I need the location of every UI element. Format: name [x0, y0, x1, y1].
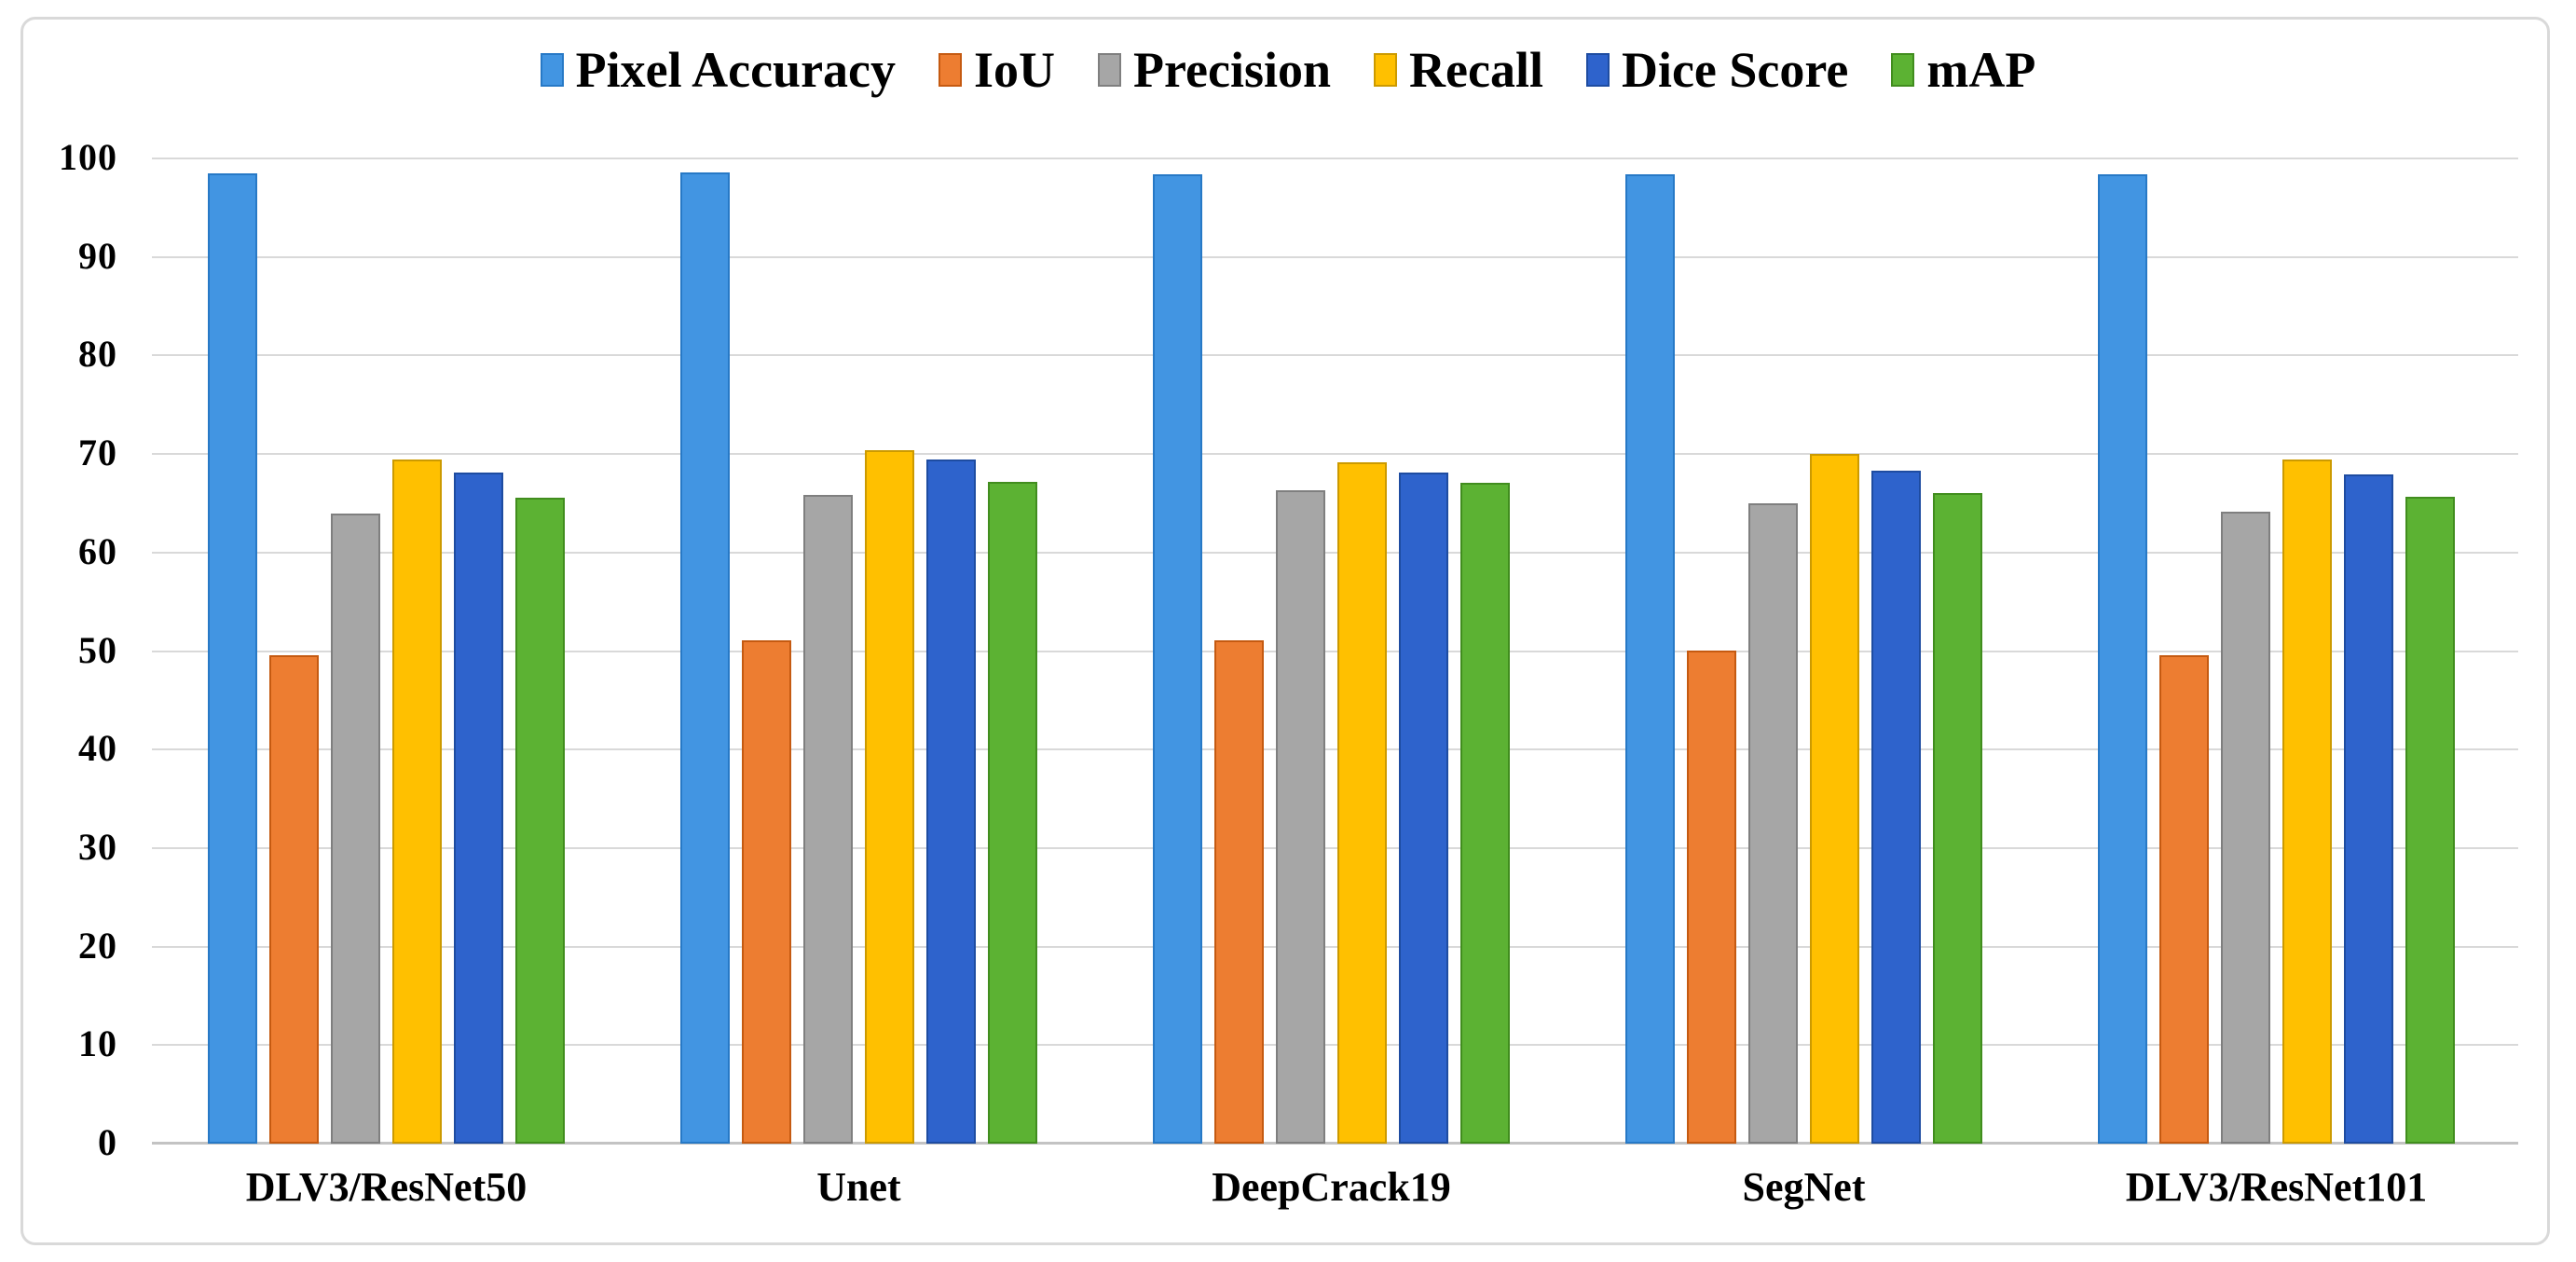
bar-segnet-iou	[1687, 651, 1736, 1144]
legend-label: IoU	[974, 42, 1056, 98]
y-tick-label-20: 20	[78, 925, 117, 967]
y-axis: 0 10 20 30 40 50 60 70 80 90 100	[24, 139, 117, 1161]
bar-dlv3-resnet50-iou	[269, 655, 319, 1144]
legend-item-iou: IoU	[939, 45, 1055, 95]
bar-group-dlv3-resnet50	[208, 173, 565, 1144]
chart-legend: Pixel Accuracy IoU Precision Recall Dice Sco…	[0, 39, 2576, 101]
bar-dlv3-resnet101-pixel-accuracy	[2098, 174, 2147, 1144]
bar-unet-precision	[803, 495, 853, 1144]
bar-unet-dice-score	[926, 460, 976, 1144]
bar-segnet-map	[1933, 493, 1982, 1144]
y-tick-label-90: 90	[78, 235, 117, 278]
y-tick-label-10: 10	[78, 1022, 117, 1065]
bar-dlv3-resnet50-dice-score	[454, 473, 503, 1144]
y-tick-label-50: 50	[78, 629, 117, 672]
bar-group-dlv3-resnet101	[2098, 174, 2455, 1144]
x-axis-line	[152, 1142, 2518, 1145]
bar-segnet-dice-score	[1871, 471, 1921, 1144]
bar-deepcrack19-dice-score	[1399, 473, 1448, 1144]
legend-swatch-dice-score	[1585, 53, 1610, 87]
legend-swatch-map	[1891, 53, 1915, 87]
x-axis: DLV3/ResNet50 Unet DeepCrack19 SegNet DLV3/R…	[152, 1164, 2518, 1221]
bar-unet-map	[988, 482, 1037, 1144]
legend-label: Dice Score	[1621, 42, 1849, 98]
legend-swatch-iou	[939, 53, 963, 87]
bar-dlv3-resnet50-map	[515, 498, 565, 1144]
gridline-80	[152, 354, 2518, 356]
legend-item-dice-score: Dice Score	[1585, 42, 1849, 98]
x-tick-label-dlv3-resnet50: DLV3/ResNet50	[245, 1164, 528, 1210]
y-tick-label-40: 40	[78, 727, 117, 770]
bar-dlv3-resnet50-precision	[331, 514, 380, 1144]
gridline-90	[152, 256, 2518, 258]
bar-dlv3-resnet101-iou	[2159, 655, 2209, 1144]
legend-swatch-precision	[1098, 53, 1122, 87]
bar-deepcrack19-map	[1460, 483, 1510, 1144]
gridline-10	[152, 1044, 2518, 1046]
legend-label: Recall	[1409, 42, 1543, 98]
x-tick-label-dlv3-resnet101: DLV3/ResNet101	[2125, 1164, 2428, 1210]
gridline-50	[152, 651, 2518, 652]
bar-dlv3-resnet101-map	[2405, 497, 2455, 1144]
gridline-70	[152, 453, 2518, 455]
bar-group-deepcrack19	[1153, 174, 1510, 1144]
gridline-20	[152, 946, 2518, 948]
legend-swatch-recall	[1374, 53, 1398, 87]
legend-item-pixel-accuracy: Pixel Accuracy	[540, 42, 897, 98]
bar-unet-pixel-accuracy	[680, 172, 730, 1144]
bar-unet-iou	[742, 640, 791, 1144]
legend-swatch-pixel-accuracy	[540, 53, 564, 87]
x-tick-label-deepcrack19: DeepCrack19	[1212, 1164, 1451, 1210]
gridline-100	[152, 158, 2518, 159]
y-tick-label-100: 100	[59, 136, 117, 179]
bar-dlv3-resnet101-recall	[2282, 460, 2332, 1144]
bar-dlv3-resnet50-pixel-accuracy	[208, 173, 257, 1144]
gridline-60	[152, 552, 2518, 554]
gridline-40	[152, 748, 2518, 750]
y-tick-label-30: 30	[78, 826, 117, 869]
plot-area	[152, 158, 2518, 1145]
bar-unet-recall	[865, 450, 914, 1144]
legend-label: Precision	[1133, 42, 1332, 98]
legend-item-recall: Recall	[1374, 45, 1543, 95]
bar-segnet-recall	[1810, 454, 1859, 1144]
bar-dlv3-resnet101-dice-score	[2344, 474, 2393, 1144]
bar-segnet-pixel-accuracy	[1625, 174, 1675, 1144]
y-tick-label-70: 70	[78, 432, 117, 474]
bar-deepcrack19-pixel-accuracy	[1153, 174, 1202, 1144]
bar-group-segnet	[1625, 174, 1982, 1144]
gridline-30	[152, 847, 2518, 849]
bar-dlv3-resnet101-precision	[2221, 512, 2270, 1144]
y-tick-label-60: 60	[78, 530, 117, 573]
bar-deepcrack19-iou	[1214, 640, 1264, 1144]
legend-item-precision: Precision	[1098, 45, 1331, 95]
x-tick-label-unet: Unet	[816, 1164, 901, 1210]
bar-segnet-precision	[1748, 503, 1798, 1144]
x-tick-label-segnet: SegNet	[1742, 1164, 1866, 1210]
legend-label: Pixel Accuracy	[575, 42, 897, 98]
bar-group-unet	[680, 172, 1037, 1144]
legend-label: mAP	[1926, 42, 2036, 98]
bar-deepcrack19-precision	[1276, 490, 1325, 1144]
legend-item-map: mAP	[1891, 45, 2035, 95]
y-tick-label-0: 0	[98, 1121, 117, 1164]
bar-dlv3-resnet50-recall	[392, 460, 442, 1144]
bar-deepcrack19-recall	[1337, 462, 1387, 1144]
y-tick-label-80: 80	[78, 333, 117, 376]
